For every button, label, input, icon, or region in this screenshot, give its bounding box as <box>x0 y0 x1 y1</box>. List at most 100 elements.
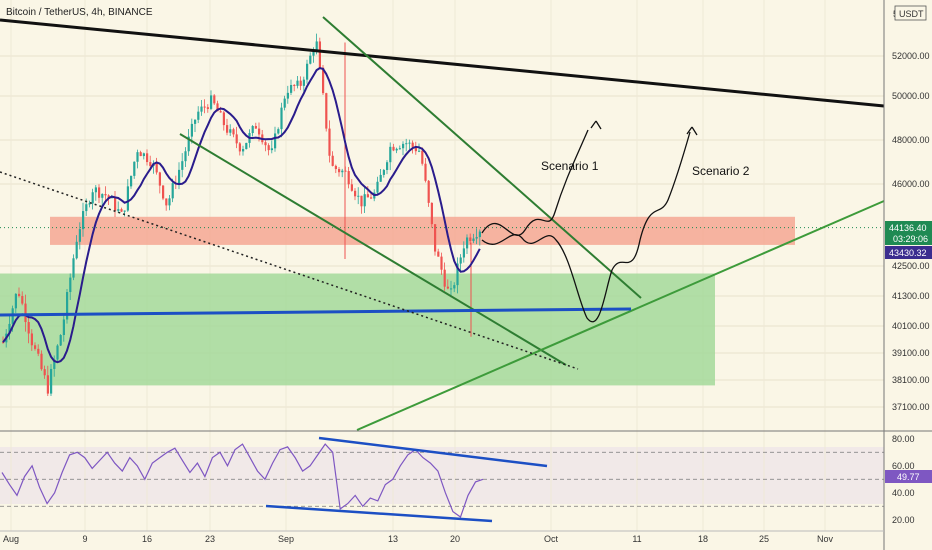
rsi-lower-trend-line <box>265 504 493 523</box>
candle-body <box>216 103 219 112</box>
candle-body <box>296 80 299 86</box>
rsi-line <box>1 443 484 518</box>
candle-body <box>46 375 49 394</box>
scenario-1-path <box>481 129 589 236</box>
candle-body <box>450 288 453 290</box>
candle-body <box>357 195 360 197</box>
candle-body <box>232 129 235 135</box>
time-tick-label: 11 <box>632 534 641 544</box>
candle-body <box>184 151 187 162</box>
candle-body <box>363 194 366 207</box>
candle-body <box>443 269 446 287</box>
candle-body <box>286 92 289 99</box>
candle-body <box>43 369 46 376</box>
candle-body <box>136 152 139 162</box>
price-tick-label: 42500.00 <box>892 261 930 271</box>
scenario-2-arrowhead <box>686 126 698 136</box>
candle-body <box>53 359 56 369</box>
candle-body <box>318 41 321 68</box>
candle-body <box>280 107 283 130</box>
rsi-tick-label: 80.00 <box>892 434 915 444</box>
candle-body <box>155 163 158 173</box>
candle-body <box>142 153 145 157</box>
candle-body <box>347 171 350 185</box>
candle-body <box>168 198 171 206</box>
candle-body <box>430 202 433 225</box>
candle-body <box>382 169 385 175</box>
candle-body <box>264 142 267 146</box>
candle-body <box>85 204 88 212</box>
candle-body <box>50 368 53 394</box>
candle-body <box>59 335 62 346</box>
candle-body <box>411 142 414 147</box>
price-tick-label: 41300.00 <box>892 291 930 301</box>
candle-body <box>117 209 120 211</box>
candle-body <box>200 106 203 112</box>
candle-body <box>107 195 110 198</box>
candle-body <box>360 195 363 207</box>
candle-body <box>293 85 296 87</box>
candle-body <box>98 187 101 198</box>
time-tick-label: Aug <box>3 534 19 544</box>
rsi-value-badge <box>885 470 932 483</box>
currency-label: USDT <box>899 9 924 19</box>
chart-title: Bitcoin / TetherUS, 4h, BINANCE <box>6 7 153 18</box>
candle-body <box>130 175 133 187</box>
candle-body <box>270 148 273 151</box>
candle-body <box>440 256 443 270</box>
candle-body <box>408 142 411 144</box>
candle-body <box>453 285 456 289</box>
currency-button[interactable] <box>894 5 927 21</box>
horizontal-support-line <box>0 307 632 317</box>
rising-support-line <box>356 200 885 431</box>
candle-body <box>8 323 11 334</box>
candle-body <box>366 194 369 198</box>
moving-average-line <box>2 67 481 364</box>
candle-body <box>395 148 398 151</box>
resistance-zone <box>50 216 795 245</box>
price-tick-label: 50000.00 <box>892 91 930 101</box>
candle-body <box>418 150 421 152</box>
price-tick-label: 48000.00 <box>892 135 930 145</box>
zones <box>0 216 884 386</box>
candle-body <box>434 224 437 252</box>
candle-body <box>66 292 69 320</box>
last-price-badge <box>885 221 932 245</box>
candle-body <box>328 128 331 156</box>
candle-body <box>370 197 373 199</box>
candle-body <box>421 150 424 164</box>
candle-body <box>69 277 72 293</box>
candle-body <box>27 322 30 334</box>
candle-body <box>229 129 232 133</box>
rsi-tick-label: 40.00 <box>892 488 915 498</box>
candle-body <box>254 126 257 129</box>
candle-body <box>475 237 478 239</box>
rsi-panel <box>0 436 884 523</box>
candle-body <box>306 63 309 80</box>
candle-body <box>94 187 97 193</box>
candle-body <box>459 257 462 264</box>
candle-body <box>222 112 225 126</box>
candle-body <box>37 348 40 354</box>
candle-body <box>405 143 408 145</box>
candle-body <box>290 85 293 93</box>
candle-body <box>389 146 392 163</box>
price-tick-label: 39100.00 <box>892 348 930 358</box>
candle-body <box>62 319 65 336</box>
price-tick-label: 38100.00 <box>892 375 930 385</box>
candle-body <box>331 155 334 166</box>
candle-body <box>235 134 238 144</box>
candle-body <box>469 237 472 242</box>
candle-body <box>181 161 184 170</box>
candle-body <box>190 123 193 137</box>
candle-body <box>478 231 481 238</box>
candle-body <box>210 95 213 109</box>
candle-body <box>213 95 216 104</box>
candle-body <box>14 293 17 309</box>
candle-body <box>149 162 152 167</box>
candle-body <box>123 210 126 212</box>
candle-body <box>398 148 401 150</box>
candle-body <box>238 143 241 152</box>
candle-body <box>72 258 75 278</box>
candle-body <box>133 161 136 176</box>
